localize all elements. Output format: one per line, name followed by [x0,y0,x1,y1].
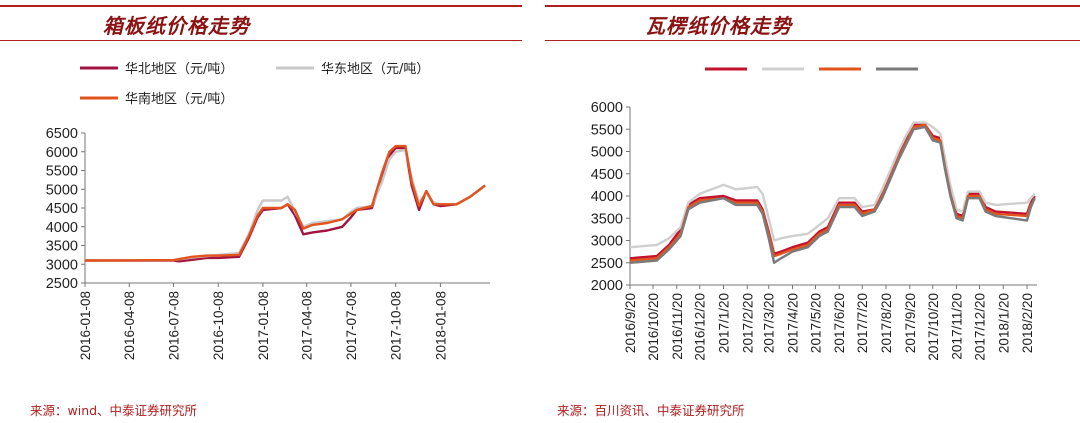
x-tick-label: 2017/7/20 [855,293,870,353]
right-chart-title: 瓦楞纸价格走势 [645,14,792,38]
left-title-rule [0,5,522,7]
series-line-2 [629,121,1036,249]
x-tick-label: 2017/5/20 [808,293,823,353]
y-tick-label: 2000 [591,278,623,294]
left-chart-svg: 华北地区（元/吨） 华东地区（元/吨） 华南地区（元/吨） 2500 3000 3500 4… [46,62,490,360]
left-chart-source: 来源：wind、中泰证券研究所 [30,403,198,418]
x-tick-label: 2016-04-08 [122,291,137,360]
x-tick-label: 2017/8/20 [879,293,894,353]
x-tick-label: 2017-10-08 [389,291,404,360]
right-title-underline [545,40,1080,41]
x-tick-label: 2017/10/20 [926,293,941,361]
x-tick-label: 2016-10-08 [211,291,226,360]
x-tick-label: 2017/6/20 [832,293,847,353]
x-tick-label: 2017/3/20 [762,293,777,353]
right-chart-svg: 2000 2500 3000 3500 4000 4500 5000 5500 6000 2016… [591,67,1037,361]
x-tick-label: 2017-04-08 [300,291,315,360]
series-line-3 [84,144,486,262]
x-tick-label: 2018/1/20 [996,293,1011,353]
x-tick-label: 2018/2/20 [1020,293,1035,353]
right-chart-panel: 瓦楞纸价格走势 2000 2500 3000 3500 4000 4500 5000 5500… [545,0,1080,423]
left-chart-panel: 箱板纸价格走势 华北地区（元/吨） 华东地区（元/吨） 华南地区（元/吨） 2500 3… [0,0,522,423]
y-tick-label: 3500 [591,211,623,227]
y-tick-label: 4500 [591,167,623,183]
legend-label: 华东地区（元/吨） [321,62,429,77]
legend-label: 华北地区（元/吨） [125,62,233,77]
y-tick-label: 5500 [591,122,623,138]
y-tick-label: 5000 [46,182,78,198]
y-tick-label: 6000 [591,100,623,116]
y-tick-label: 6000 [46,145,78,161]
left-title-underline [0,40,522,41]
y-tick-label: 4000 [591,189,623,205]
x-tick-label: 2017/1/20 [717,293,732,353]
y-tick-label: 3500 [46,239,78,255]
y-tick-label: 4000 [46,220,78,236]
y-tick-label: 2500 [46,276,78,292]
series-line-4 [629,125,1036,264]
left-chart-title: 箱板纸价格走势 [103,14,250,38]
x-tick-label: 2017/9/20 [903,293,918,353]
y-tick-label: 3000 [591,234,623,250]
y-tick-label: 2500 [591,256,623,272]
right-title-rule [545,5,1080,7]
x-tick-label: 2016/10/20 [646,293,661,361]
x-tick-label: 2017/2/20 [740,293,755,353]
x-tick-label: 2016-07-08 [166,291,181,360]
x-tick-label: 2016/12/20 [693,293,708,361]
x-tick-label: 2017/4/20 [785,293,800,353]
x-tick-label: 2017-01-08 [256,291,271,360]
x-tick-label: 2016/11/20 [670,293,685,360]
x-tick-label: 2017-07-08 [344,291,359,360]
x-tick-label: 2018-01-08 [433,291,448,360]
legend-label: 华南地区（元/吨） [125,91,233,107]
y-tick-label: 5500 [46,164,78,180]
x-tick-label: 2016/9/20 [623,293,638,353]
x-tick-label: 2017/12/20 [973,293,988,361]
y-tick-label: 4500 [46,201,78,217]
y-tick-label: 6500 [46,126,78,142]
x-tick-label: 2016-01-08 [78,291,93,360]
x-tick-label: 2017/11/20 [950,293,965,360]
right-chart-source: 来源：百川资讯、中泰证券研究所 [557,403,745,418]
y-tick-label: 5000 [591,145,623,161]
y-tick-label: 3000 [46,257,78,273]
